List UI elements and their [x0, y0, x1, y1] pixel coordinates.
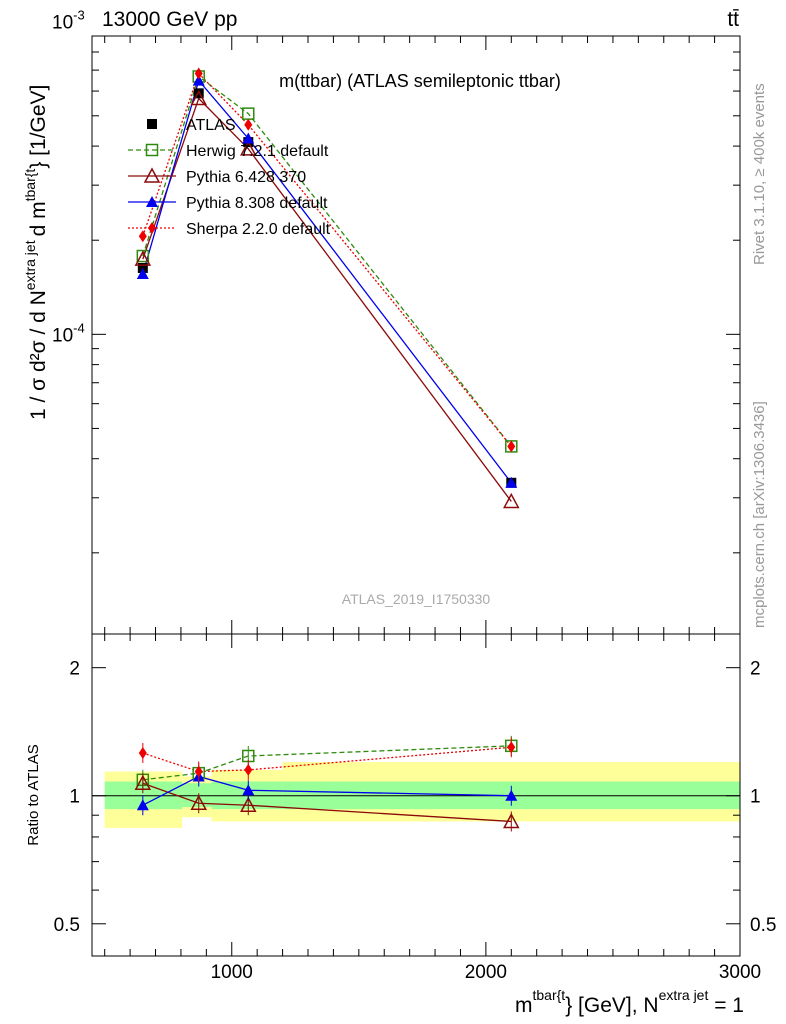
rivet-label: Rivet 3.1.10, ≥ 400k events [751, 83, 768, 265]
ratio-ylabel: Ratio to ATLAS [25, 744, 42, 845]
ratio-point-pythia6 [134, 774, 152, 790]
band-inner [182, 783, 212, 808]
ratio-y-tick-label-right: 2 [750, 659, 761, 680]
point-sherpa [138, 230, 147, 243]
ratio-point-pythia8 [242, 784, 255, 796]
ylabel-sup2: tbar{t [22, 169, 38, 202]
xlabel-mid: } [GeV], N [565, 994, 658, 1017]
ratio-line-herwig [142, 745, 512, 781]
series-line-pythia8 [142, 79, 512, 484]
point-pythia6 [503, 492, 520, 509]
legend-marker-pythia8 [146, 196, 158, 207]
legend-label-sherpa: Sherpa 2.2.0 default [186, 221, 331, 238]
legend-label-herwig: Herwig 7.2.1 default [186, 143, 329, 160]
xlabel-sup: tbar{t [532, 987, 565, 1003]
ylabel-mid: d m [27, 201, 50, 236]
ratio-x-tick-label: 1000 [211, 962, 253, 983]
legend-label-data: ATLAS [186, 117, 236, 134]
main-series [134, 67, 520, 509]
point-pythia6 [240, 140, 257, 156]
ratio-point-pythia8 [505, 789, 518, 801]
xlabel-sup2: extra jet [659, 987, 709, 1003]
y-tick-label-base: 10 [52, 13, 73, 34]
ratio-point-pythia6 [503, 812, 520, 829]
main-title: m(ttbar) (ATLAS semileptonic ttbar) [279, 71, 561, 91]
point-data [193, 88, 204, 99]
ylabel-main: 1 / σ d²σ / d N [27, 290, 50, 420]
ylabel-sup1: extra jet [22, 240, 38, 290]
svg-text:1 / σ d²σ / d Nextra jetd mtba: 1 / σ d²σ / d Nextra jet d mtbar{t} [1/Ge… [22, 85, 50, 420]
main-grid-ticks: 10-310-4 [52, 8, 741, 634]
series-line-herwig [142, 75, 512, 447]
point-sherpa [194, 67, 203, 80]
legend-marker-herwig [145, 143, 159, 157]
ratio-xlabel: mtbar{t} [GeV], Nextra jet = 1 [515, 987, 744, 1017]
main-ylabel: 1 / σ d²σ / d Nextra jet d mtbar{t} [1/Ge… [22, 85, 50, 420]
point-pythia6 [190, 89, 207, 106]
header-right: tt̄ [727, 8, 739, 31]
header-left: 13000 GeV pp [102, 8, 237, 31]
ratio-x-tick-label: 3000 [719, 962, 761, 983]
ratio-line-pythia6 [142, 782, 512, 823]
y-tick-label-base: 10 [52, 325, 73, 346]
watermark: ATLAS_2019_I1750330 [342, 591, 491, 607]
ratio-point-pythia6 [240, 796, 257, 812]
point-pythia8 [505, 476, 518, 488]
ratio-y-tick-label-right: 1 [750, 787, 761, 808]
ratio-y-tick-label-right: 0.5 [750, 915, 776, 936]
ratio-point-pythia6 [190, 794, 207, 811]
xlabel-main: m [515, 994, 533, 1017]
y-tick-label: 10-3 [52, 8, 85, 34]
point-pythia6 [134, 250, 152, 266]
ratio-y-tick-label: 0.5 [54, 915, 80, 936]
legend-marker-sherpa [148, 222, 156, 234]
y-tick-label-exp: -3 [73, 8, 85, 23]
mcplots-label: mcplots.cern.ch [arXiv:1306.3436] [751, 401, 768, 628]
legend-label-pythia6: Pythia 6.428 370 [186, 169, 306, 186]
legend: ATLAS Herwig 7.2.1 default Pythia 6.428 37… [128, 117, 331, 238]
ratio-line-sherpa [142, 746, 512, 773]
ratio-line-pythia8 [142, 775, 512, 806]
ratio-point-sherpa [194, 765, 203, 778]
ratio-frame [91, 633, 741, 957]
ratio-ticks: 2 2 1 1 0.5 0.5 1000 2000 3000 [54, 634, 776, 983]
ylabel-tail: } [1/GeV] [27, 85, 50, 169]
xlabel-tail: = 1 [708, 994, 744, 1017]
ratio-point-sherpa [138, 747, 147, 760]
ratio-panel: 2 2 1 1 0.5 0.5 1000 2000 3000 Ratio to ATLAS mt… [25, 633, 776, 1017]
ratio-y-tick-label: 2 [69, 659, 80, 680]
point-sherpa [507, 440, 516, 453]
point-herwig [136, 249, 150, 263]
legend-marker-data [147, 119, 157, 129]
point-pythia8 [192, 74, 205, 86]
ratio-point-sherpa [507, 741, 516, 754]
y-tick-label-exp: -4 [73, 320, 85, 335]
ratio-point-pythia8 [136, 799, 149, 811]
point-sherpa [244, 118, 253, 131]
point-pythia8 [136, 267, 149, 279]
y-tick-label: 10-4 [52, 320, 85, 346]
legend-marker-pythia6 [143, 167, 161, 183]
ratio-series [134, 735, 520, 832]
ratio-point-sherpa [244, 763, 253, 776]
point-pythia8 [242, 132, 255, 144]
ratio-y-tick-label: 1 [69, 787, 80, 808]
legend-label-pythia8: Pythia 8.308 default [186, 195, 328, 212]
main-panel: m(ttbar) (ATLAS semileptonic ttbar) 10-3… [22, 8, 741, 635]
ratio-x-tick-label: 2000 [465, 962, 507, 983]
